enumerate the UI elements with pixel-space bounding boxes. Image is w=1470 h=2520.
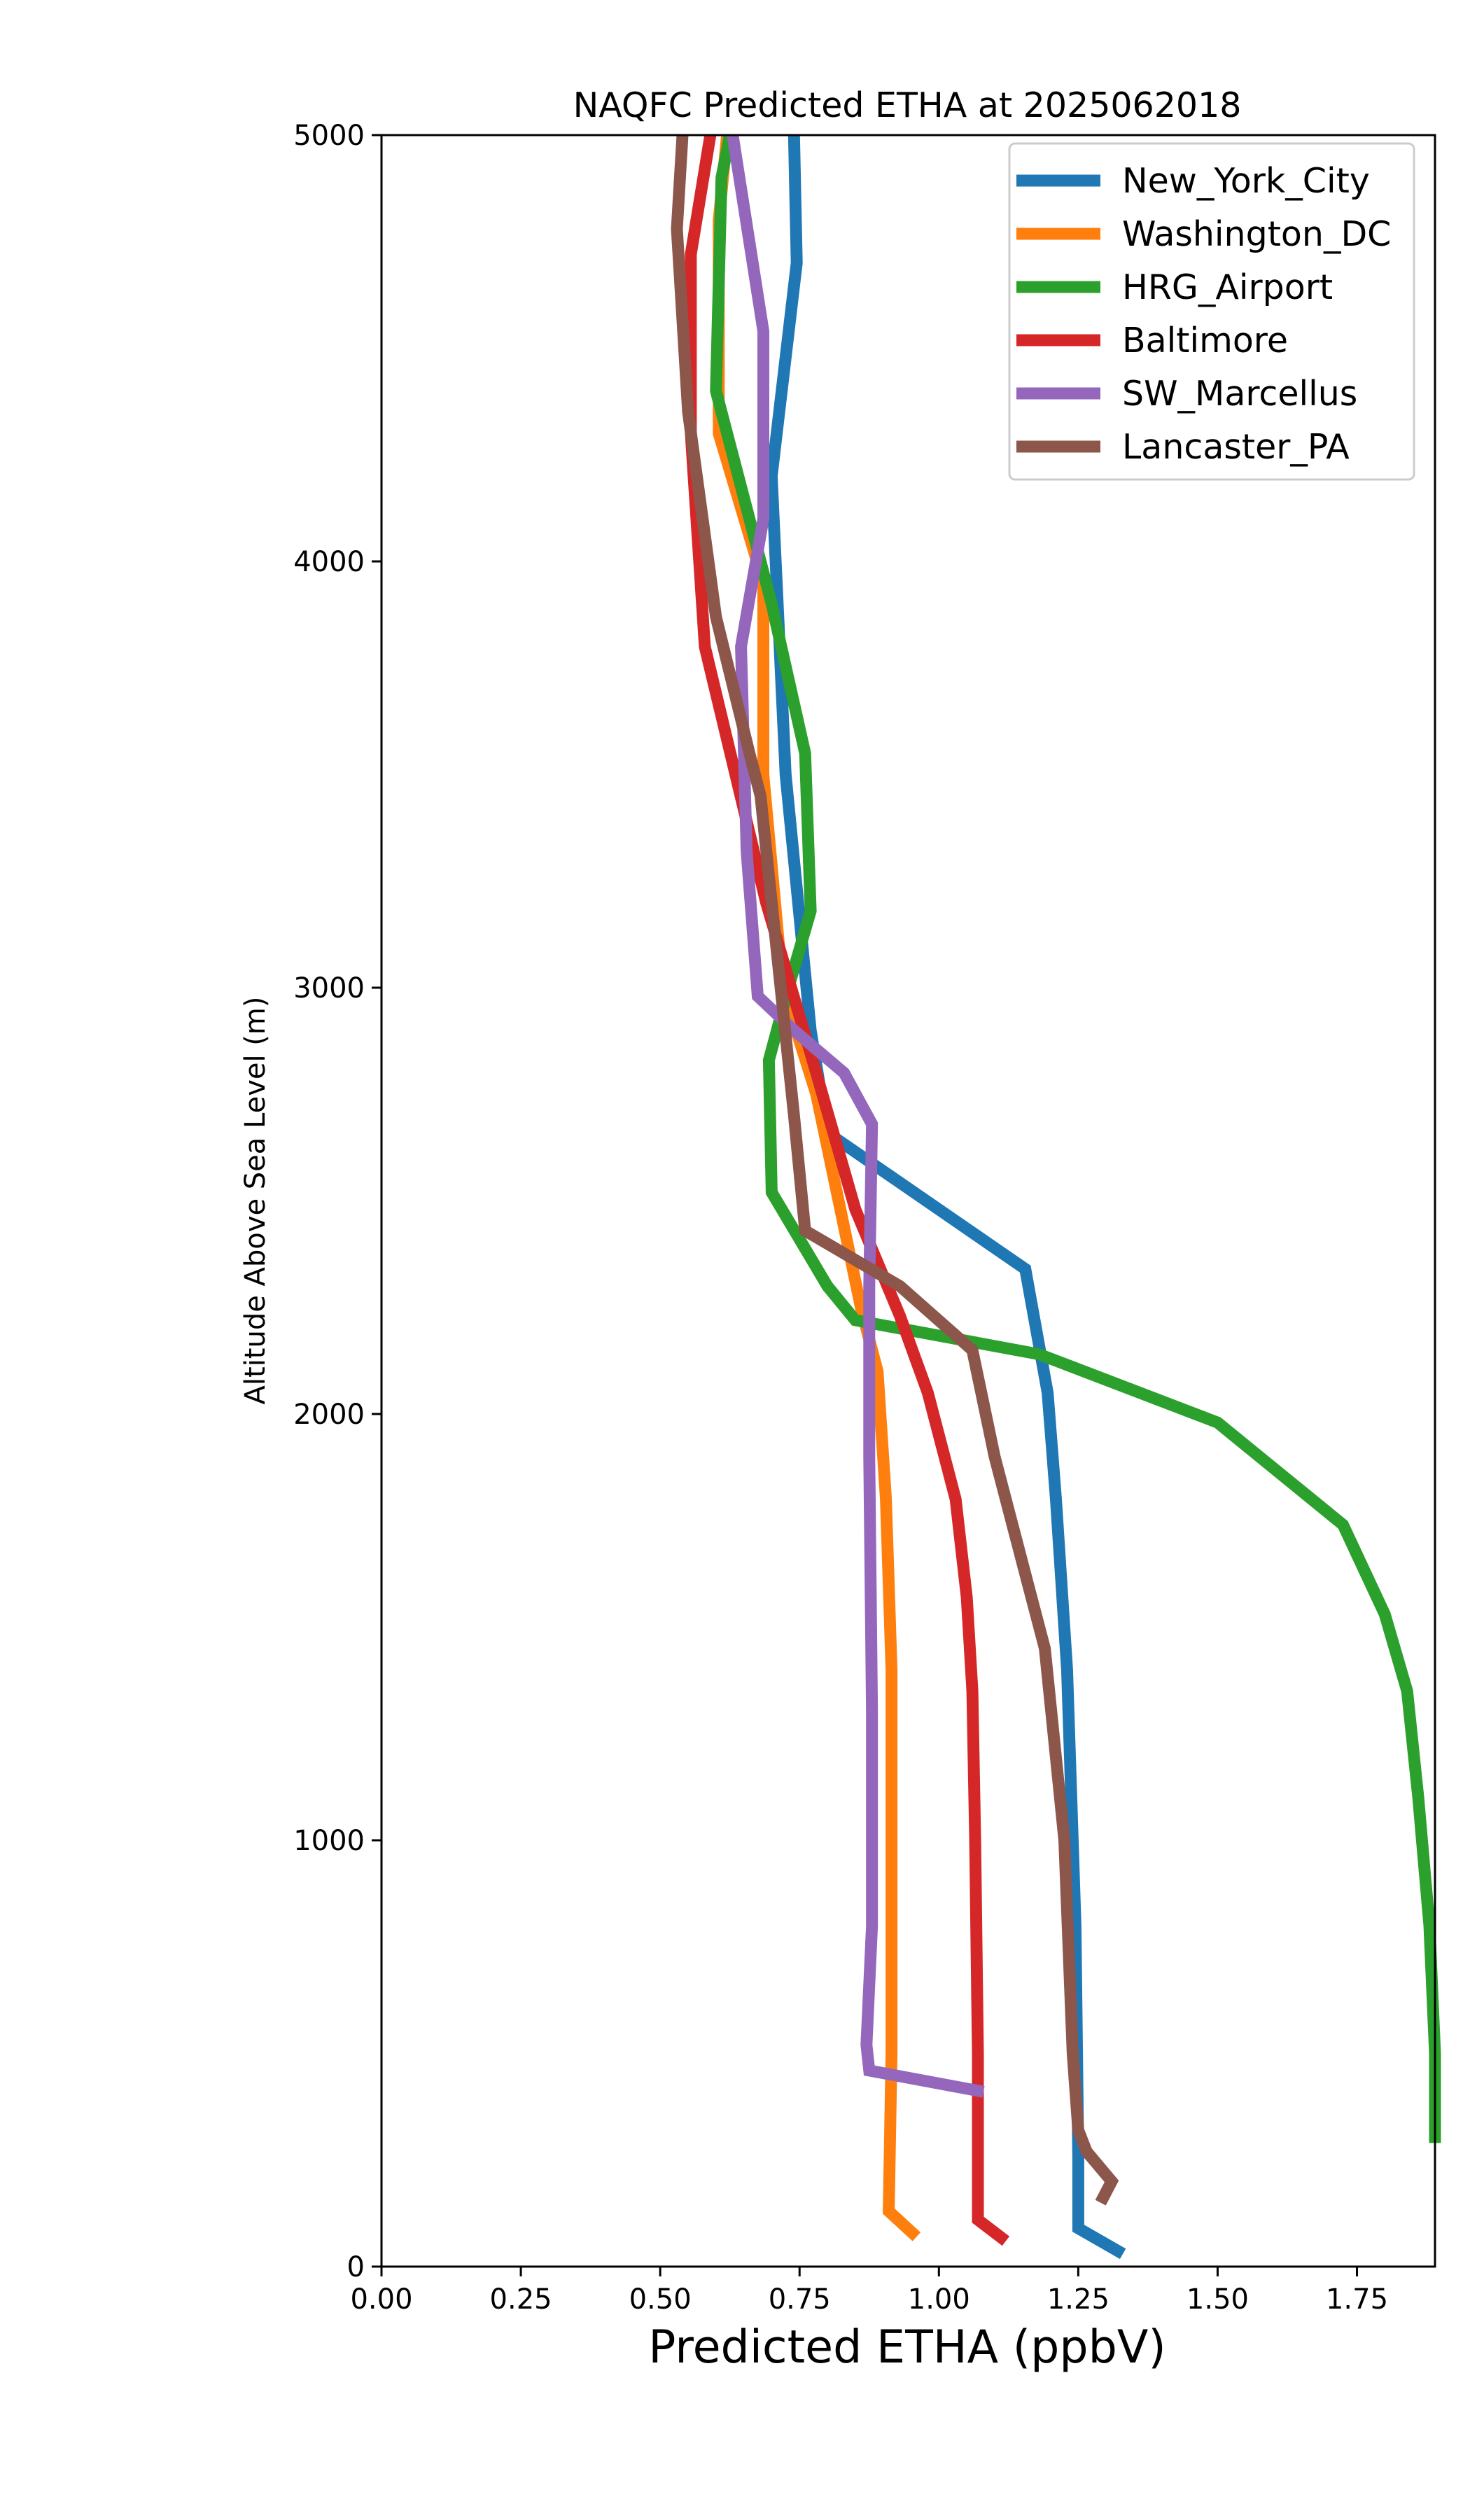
x-tick-label: 0.50 [629, 2283, 692, 2316]
y-tick-label: 4000 [293, 546, 365, 578]
legend-label-washington-dc: Washington_DC [1122, 214, 1391, 254]
y-tick-label: 5000 [293, 120, 365, 152]
y-tick-label: 1000 [293, 1825, 365, 1857]
y-tick-label: 3000 [293, 972, 365, 1004]
x-tick-label: 0.25 [490, 2283, 552, 2316]
x-tick-label: 0.00 [350, 2283, 412, 2316]
series-line-sw-marcellus [727, 134, 985, 2098]
legend-label-hrg-airport: HRG_Airport [1122, 267, 1333, 307]
chart-title: NAQFC Predicted ETHA at 2025062018 [573, 85, 1242, 125]
plot-frame [380, 134, 1436, 2268]
y-axis-label: Altitude Above Sea Level (m) [239, 997, 272, 1405]
legend-label-new-york-city: New_York_City [1122, 161, 1370, 201]
legend-label-lancaster-pa: Lancaster_PA [1122, 427, 1350, 467]
legend: New_York_City Washington_DC HRG_Airport Bal… [1008, 142, 1415, 481]
y-axis-ticks: 0 1000 2000 3000 4000 5000 [293, 120, 382, 2283]
series-line-washington-dc [713, 134, 921, 2241]
y-tick-label: 0 [347, 2251, 365, 2283]
x-tick-label: 0.75 [769, 2283, 831, 2316]
x-axis-label: Predicted ETHA (ppbV) [648, 2321, 1166, 2374]
y-tick-label: 2000 [293, 1399, 365, 1431]
legend-label-baltimore: Baltimore [1122, 321, 1288, 360]
series-line-lancaster-pa [671, 134, 1119, 2206]
x-tick-label: 1.75 [1326, 2283, 1388, 2316]
series-layer [671, 134, 1441, 2260]
x-axis-ticks: 0.00 0.25 0.50 0.75 1.00 1.25 1.50 1.75 [350, 2267, 1388, 2316]
series-line-hrg-airport [710, 134, 1441, 2143]
series-line-baltimore [685, 134, 1010, 2246]
x-tick-label: 1.25 [1047, 2283, 1110, 2316]
x-tick-label: 1.00 [908, 2283, 970, 2316]
legend-box [1008, 142, 1415, 481]
x-tick-label: 1.50 [1186, 2283, 1249, 2316]
legend-label-sw-marcellus: SW_Marcellus [1122, 374, 1357, 414]
